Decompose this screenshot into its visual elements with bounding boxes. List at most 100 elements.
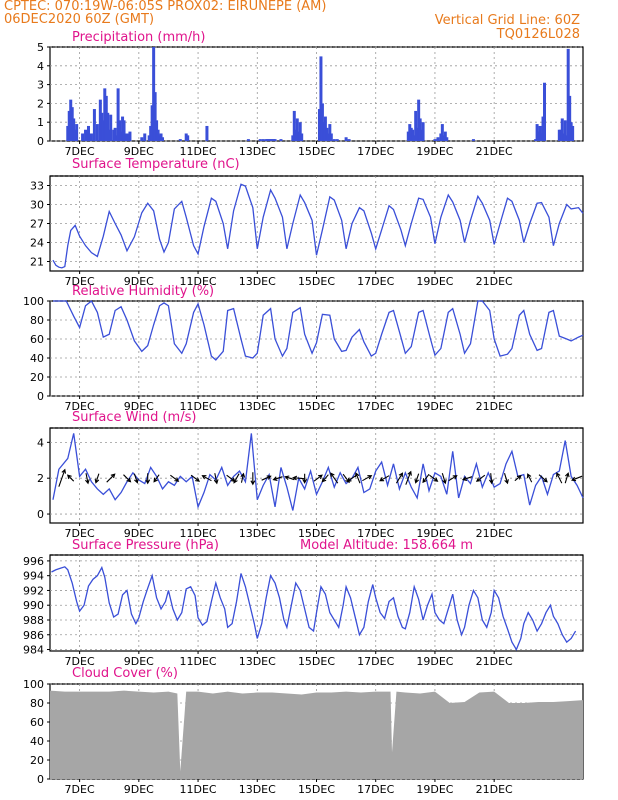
x-tick-label: 15DEC bbox=[298, 527, 335, 540]
x-tick-label: 19DEC bbox=[416, 145, 453, 158]
precip-bar bbox=[279, 139, 283, 141]
wind-arrow bbox=[503, 473, 509, 485]
panel-title: Relative Humidity (%) bbox=[72, 284, 214, 299]
wind-arrow bbox=[284, 475, 295, 481]
precip-bar bbox=[568, 95, 572, 141]
panel-title: Surface Wind (m/s) bbox=[72, 410, 196, 425]
precip-bar bbox=[186, 135, 190, 141]
x-tick-label: 19DEC bbox=[416, 275, 453, 288]
panel-3: 0 20 40 60 80 100 7DEC 9DEC 11DEC 13DEC 15DEC 17DEC… bbox=[23, 284, 584, 413]
x-tick-label: 11DEC bbox=[180, 655, 217, 668]
header-station: CPTEC: 070:19W-06:05S PROX02: EIRUNEPE (… bbox=[4, 0, 327, 14]
wind-arrow bbox=[66, 474, 75, 482]
x-tick-label: 13DEC bbox=[239, 783, 276, 796]
precip-bar bbox=[159, 133, 163, 141]
gridlines bbox=[50, 46, 583, 142]
header-run-time: 06DEC2020 60Z (GMT) bbox=[4, 12, 155, 27]
y-tick-label: 0 bbox=[37, 508, 44, 521]
precip-bar bbox=[258, 139, 262, 141]
precip-bar bbox=[443, 131, 447, 141]
y-tick-label: 24 bbox=[30, 237, 44, 250]
wind-arrow bbox=[422, 473, 430, 484]
wind-arrow bbox=[538, 474, 548, 483]
series-line bbox=[51, 565, 577, 651]
x-tick-label: 15DEC bbox=[298, 400, 335, 413]
y-tick-label: 1 bbox=[37, 116, 44, 129]
wind-arrow bbox=[292, 475, 305, 481]
header-grid-info: Vertical Grid Line: 60Z bbox=[434, 13, 580, 28]
model-altitude-label: Model Altitude: 158.664 m bbox=[300, 538, 473, 553]
x-tick-label: 9DEC bbox=[124, 783, 154, 796]
wind-arrow bbox=[346, 474, 357, 482]
x-tick-label: 7DEC bbox=[65, 655, 95, 668]
x-tick-label: 15DEC bbox=[298, 655, 335, 668]
panel-title: Precipitation (mm/h) bbox=[72, 30, 205, 45]
precip-bar bbox=[178, 139, 182, 141]
y-tick-label: 60 bbox=[30, 716, 44, 729]
x-tick-label: 17DEC bbox=[357, 400, 394, 413]
y-tick-label: 994 bbox=[23, 570, 44, 583]
wind-arrow bbox=[123, 474, 132, 483]
x-tick-label: 11DEC bbox=[180, 400, 217, 413]
precip-bar bbox=[84, 129, 88, 141]
wind-arrow bbox=[190, 474, 201, 482]
precip-bar bbox=[95, 124, 99, 141]
wind-arrow bbox=[201, 475, 212, 482]
y-tick-label: 3 bbox=[37, 79, 44, 92]
precip-bar bbox=[347, 139, 351, 141]
y-tick-label: 100 bbox=[23, 295, 44, 308]
x-tick-label: 11DEC bbox=[180, 275, 217, 288]
wind-arrow bbox=[448, 475, 458, 482]
x-tick-label: 13DEC bbox=[239, 145, 276, 158]
wind-arrow bbox=[240, 472, 246, 483]
y-tick-label: 20 bbox=[30, 754, 44, 767]
wind-arrow bbox=[564, 472, 570, 484]
wind-arrow bbox=[362, 475, 373, 482]
precip-bar bbox=[292, 110, 296, 141]
y-tick-label: 0 bbox=[37, 390, 44, 403]
precip-bar bbox=[445, 137, 449, 141]
wind-arrow bbox=[133, 473, 139, 484]
precip-bar bbox=[344, 137, 348, 141]
wind-arrow bbox=[321, 474, 329, 483]
series-line bbox=[52, 299, 584, 361]
wind-arrow bbox=[514, 474, 522, 482]
x-tick-label: 9DEC bbox=[124, 655, 154, 668]
x-tick-label: 13DEC bbox=[239, 275, 276, 288]
y-tick-label: 0 bbox=[37, 135, 44, 148]
x-tick-label: 9DEC bbox=[124, 275, 154, 288]
y-tick-label: 988 bbox=[23, 614, 44, 627]
precip-bar bbox=[328, 124, 332, 141]
x-tick-label: 9DEC bbox=[124, 145, 154, 158]
wind-arrow bbox=[441, 473, 447, 485]
precip-bar bbox=[113, 127, 117, 141]
precip-bar bbox=[560, 118, 564, 141]
x-tick-label: 19DEC bbox=[416, 783, 453, 796]
precip-bar bbox=[329, 133, 333, 141]
x-tick-label: 7DEC bbox=[65, 527, 95, 540]
precip-bar bbox=[161, 137, 165, 141]
x-tick-label: 21DEC bbox=[476, 400, 513, 413]
x-tick-label: 21DEC bbox=[476, 145, 513, 158]
precip-bar bbox=[86, 125, 90, 141]
wind-arrow bbox=[475, 474, 486, 482]
x-tick-label: 13DEC bbox=[239, 527, 276, 540]
wind-arrow bbox=[571, 475, 583, 482]
x-tick-label: 17DEC bbox=[357, 783, 394, 796]
y-tick-label: 80 bbox=[30, 697, 44, 710]
precip-bar bbox=[205, 125, 209, 141]
wind-arrow bbox=[170, 474, 180, 482]
y-tick-label: 5 bbox=[37, 41, 44, 54]
precip-bar bbox=[335, 139, 339, 141]
wind-arrow bbox=[429, 474, 439, 482]
y-tick-label: 40 bbox=[30, 352, 44, 365]
x-tick-label: 21DEC bbox=[476, 527, 513, 540]
gridlines bbox=[50, 428, 583, 523]
panel-title: Surface Temperature (nC) bbox=[72, 157, 240, 172]
wind-arrow bbox=[106, 473, 116, 483]
wind-arrow bbox=[395, 472, 404, 484]
panel-title: Surface Pressure (hPa) bbox=[72, 538, 219, 553]
wind-arrow bbox=[145, 473, 151, 485]
precip-bar bbox=[421, 122, 425, 141]
